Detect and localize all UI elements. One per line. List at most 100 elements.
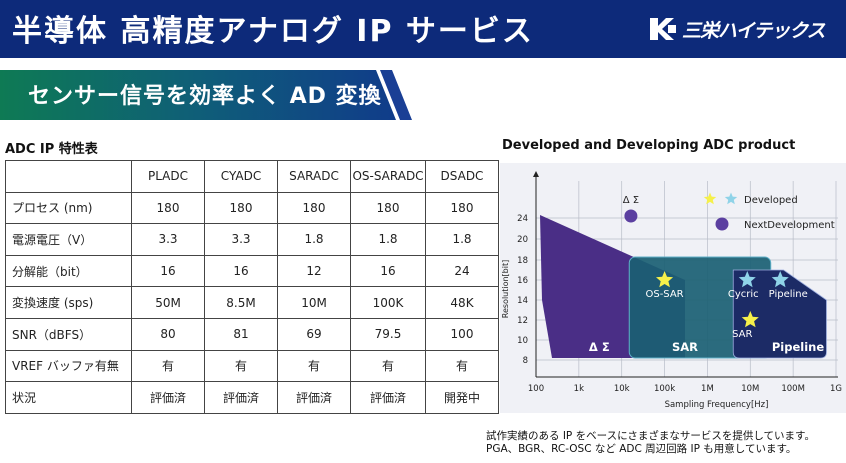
table-cell: 16: [350, 254, 426, 288]
table-cell: 評価済: [350, 381, 426, 414]
next-development-dot: [624, 209, 638, 223]
page-title: 半導体 高精度アナログ IP サービス: [12, 14, 534, 49]
column-header: SARADC: [277, 160, 351, 193]
point-label: OS-SAR: [645, 289, 683, 300]
table-header-row: PLADC CYADC SARADC OS-SARADC DSADC: [5, 160, 499, 193]
banner-text: センサー信号を効率よく AD 変換: [28, 84, 382, 109]
table-cell: 有: [277, 349, 351, 383]
table-row: プロセス (nm) 180 180 180 180 180: [5, 191, 499, 225]
table-cell: 180: [204, 191, 278, 225]
x-tick-label: 1M: [701, 384, 714, 394]
point-label: Δ Σ: [623, 195, 639, 206]
table-row: 分解能（bit） 16 16 12 16 24: [5, 254, 499, 288]
table-cell: 有: [131, 349, 205, 383]
table-cell: 24: [425, 254, 499, 288]
y-axis-label: Resolution[bit]: [501, 260, 510, 318]
table-cell: 評価済: [204, 381, 278, 414]
point-label: SAR: [732, 329, 752, 340]
footnote-line: 試作実績のある IP をベースにさまざまなサービスを提供しています。: [486, 430, 816, 442]
header-bar: 半導体 高精度アナログ IP サービス 三栄ハイテックス: [0, 0, 846, 58]
table-cell: 50M: [131, 286, 205, 319]
point-label: Pipeline: [769, 289, 808, 300]
footnote-line: PGA、BGR、RC-OSC など ADC 周辺回路 IP も用意しています。: [486, 443, 797, 455]
developed-star-icon: [741, 311, 759, 328]
table-row: VREF バッファ有無 有 有 有 有 有: [5, 349, 499, 383]
footnote: 試作実績のある IP をベースにさまざまなサービスを提供しています。 PGA、B…: [486, 430, 815, 456]
table-cell: 69: [277, 317, 351, 351]
table-section-title: ADC IP 特性表: [5, 142, 98, 157]
row-label: SNR（dBFS）: [5, 317, 132, 351]
banner-shape: [0, 70, 412, 120]
adc-product-chart: Δ Σ SAR Pipeline 100 1k 10k 100k 1M 10M 100M 1G 8 10…: [500, 163, 846, 413]
row-label: プロセス (nm): [5, 191, 132, 225]
table-cell: 180: [131, 191, 205, 225]
legend-star-blue-icon: [724, 192, 738, 205]
table-cell: 16: [131, 254, 205, 288]
region-pipeline: [732, 269, 827, 359]
table-cell: 3.3: [131, 223, 205, 256]
adc-spec-table: PLADC CYADC SARADC OS-SARADC DSADC プロセス …: [5, 160, 499, 414]
legend-star-yellow-icon: [703, 192, 717, 205]
x-tick-label: 100M: [781, 384, 805, 394]
region-label-delta-sigma: Δ Σ: [589, 340, 610, 354]
row-label: VREF バッファ有無: [5, 349, 132, 383]
x-axis-label: Sampling Frequency[Hz]: [665, 400, 769, 410]
table-cell: 開発中: [425, 381, 499, 414]
table-cell: 3.3: [204, 223, 278, 256]
developed-star-icon: [771, 271, 789, 288]
table-cell: 79.5: [350, 317, 426, 351]
table-cell: 1.8: [425, 223, 499, 256]
y-tick-label: 14: [517, 296, 528, 306]
x-tick-label: 1G: [830, 384, 842, 394]
table-row: 電源電圧（V） 3.3 3.3 1.8 1.8 1.8: [5, 223, 499, 256]
y-tick-label: 16: [517, 276, 528, 286]
table-row: 変換速度 (sps) 50M 8.5M 10M 100K 48K: [5, 286, 499, 319]
x-tick-label: 100k: [654, 384, 675, 394]
y-tick-label: 10: [517, 336, 528, 346]
table-cell: 有: [204, 349, 278, 383]
table-cell: 180: [425, 191, 499, 225]
developed-star-icon: [656, 271, 674, 288]
table-cell: 12: [277, 254, 351, 288]
table-cell: 有: [350, 349, 426, 383]
company-logo: 三栄ハイテックス: [648, 14, 826, 44]
table-cell: 180: [350, 191, 426, 225]
y-tick-label: 12: [517, 316, 528, 326]
table-cell: 1.8: [277, 223, 351, 256]
logo-text: 三栄ハイテックス: [682, 19, 826, 42]
table-cell: 80: [131, 317, 205, 351]
row-label: 状況: [5, 381, 132, 414]
chart-svg: Δ Σ SAR Pipeline 100 1k 10k 100k 1M 10M 100M 1G 8 10…: [500, 163, 846, 413]
row-label: 分解能（bit）: [5, 254, 132, 288]
y-tick-label: 24: [517, 214, 528, 224]
y-tick-label: 18: [517, 256, 528, 266]
column-header: DSADC: [425, 160, 499, 193]
legend-developed-label: Developed: [744, 195, 798, 206]
region-label-pipeline: Pipeline: [772, 340, 824, 354]
y-axis-arrow-icon: [533, 171, 539, 177]
table-cell: 10M: [277, 286, 351, 319]
column-header: CYADC: [204, 160, 278, 193]
row-label: 変換速度 (sps): [5, 286, 132, 319]
region-label-sar: SAR: [672, 340, 698, 354]
y-tick-label: 20: [517, 235, 528, 245]
table-cell: 16: [204, 254, 278, 288]
x-tick-label: 1k: [574, 384, 584, 394]
subtitle-banner: センサー信号を効率よく AD 変換: [0, 70, 846, 120]
row-label: 電源電圧（V）: [5, 223, 132, 256]
chart-section-title: Developed and Developing ADC product: [502, 138, 796, 153]
table-cell: 81: [204, 317, 278, 351]
table-cell: 100: [425, 317, 499, 351]
table-cell: 180: [277, 191, 351, 225]
table-cell: 有: [425, 349, 499, 383]
table-cell: 評価済: [131, 381, 205, 414]
x-tick-label: 10k: [614, 384, 630, 394]
column-header: PLADC: [131, 160, 205, 193]
column-header: OS-SARADC: [350, 160, 426, 193]
table-row: SNR（dBFS） 80 81 69 79.5 100: [5, 317, 499, 351]
header-corner-cell: [5, 160, 132, 193]
point-label: Cycric: [728, 289, 759, 300]
table-cell: 評価済: [277, 381, 351, 414]
y-tick-label: 8: [523, 356, 528, 366]
legend-next-label: NextDevelopment: [744, 220, 835, 231]
